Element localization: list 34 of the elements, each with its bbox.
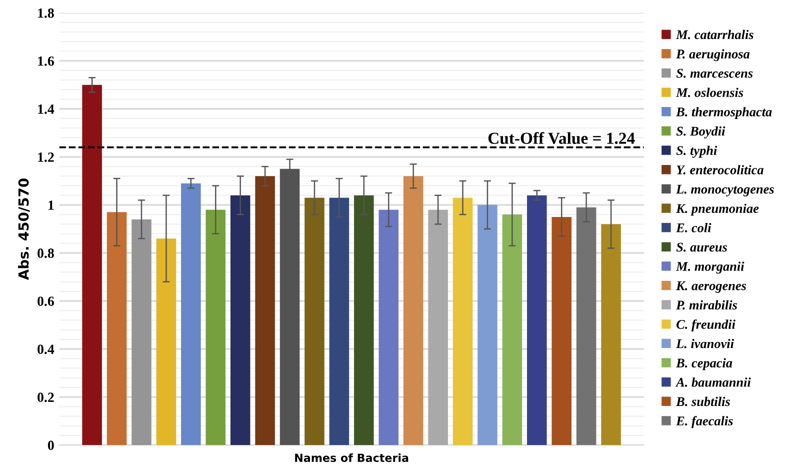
legend-label: Y. enterocolitica xyxy=(676,165,764,174)
x-axis-title: Names of Bacteria xyxy=(295,453,408,462)
legend-label: L. ivanovii xyxy=(676,338,734,348)
legend-label: S. marcescens xyxy=(676,68,753,78)
y-tick-label: 1 xyxy=(48,200,54,210)
legend-label: B. thermosphacta xyxy=(676,107,772,120)
legend-label: S. typhi xyxy=(676,146,718,158)
legend-label: P. aeruginosa xyxy=(676,49,750,62)
legend-label: K. aerogenes xyxy=(676,281,746,293)
legend-label: M. osloensis xyxy=(676,88,744,98)
legend-label: K. pneumoniae xyxy=(676,204,759,216)
y-tick-label: 0.2 xyxy=(38,392,54,402)
y-tick-label: 1.2 xyxy=(38,152,54,162)
legend-label: M. morganii xyxy=(676,262,744,274)
legend-label: S. Boydii xyxy=(676,126,726,138)
y-tick-label: 1.4 xyxy=(38,104,54,114)
legend-label: P. mirabilis xyxy=(676,300,738,310)
ref-line-label: Cut-Off Value = 1.24 xyxy=(488,132,635,144)
y-tick-label: 0.6 xyxy=(38,296,54,306)
legend-label: M. catarrhalis xyxy=(676,30,754,40)
y-tick-label: 1.8 xyxy=(38,8,54,18)
legend-label: A. baumannii xyxy=(675,377,751,387)
legend-label: E. coli xyxy=(676,223,712,232)
legend-label: C. freundii xyxy=(676,319,736,332)
legend-label: B. cepacia xyxy=(676,358,732,370)
y-tick-label: 0 xyxy=(48,440,54,450)
y-tick-label: 0.8 xyxy=(38,248,54,258)
y-tick-label: 1.6 xyxy=(38,56,54,66)
legend-label: B. subtilis xyxy=(676,396,730,406)
legend-label: E. faecalis xyxy=(676,416,733,428)
y-axis-title: Abs. 450/570 xyxy=(18,178,30,280)
y-tick-label: 0.4 xyxy=(38,344,54,354)
legend-label: L. monocytogenes xyxy=(676,184,774,196)
legend-label: S. aureus xyxy=(676,242,728,252)
